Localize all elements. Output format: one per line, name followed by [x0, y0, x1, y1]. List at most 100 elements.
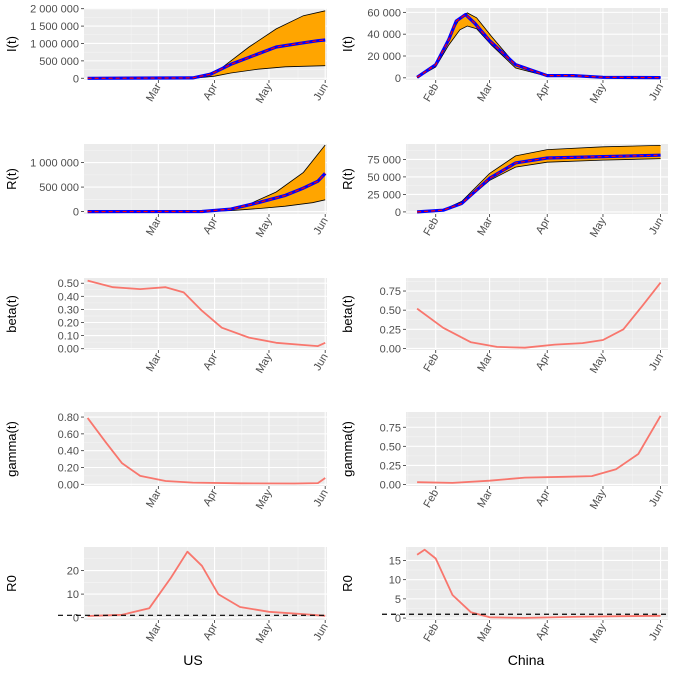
- panel-it-us-x-tick-label: May: [254, 81, 275, 105]
- panel-rt-us-y-axis-label: R(t): [4, 168, 19, 190]
- panel-r0-us-y-tick-label: 0: [73, 613, 79, 625]
- panel-rt-us: 0 500 000 1 000 000 Mar Apr May Jun R(t): [4, 144, 331, 239]
- panel-gammat-china-x-tick-label: Mar: [475, 487, 495, 510]
- panel-betat-us-x-tick-label: Mar: [144, 351, 164, 374]
- panel-it-china-x-tick-label: Mar: [475, 81, 495, 104]
- panel-r0-china-y-tick-label: 10: [389, 575, 401, 587]
- panel-gammat-china-series-line: [417, 415, 662, 484]
- panel-rt-china: 0 25 000 50 000 75 000 Feb Mar Apr May Jun R(t): [340, 144, 668, 239]
- panel-r0-china: 0 5 10 15 Feb Mar Apr May Jun R0: [340, 547, 668, 645]
- panel-r0-china-x-tick-label: Mar: [475, 621, 495, 644]
- panel-gammat-us-series-line: [86, 417, 326, 485]
- panel-gammat-us-y-tick-label: 0.60: [58, 429, 79, 441]
- panel-r0-china-y-axis-label: R0: [340, 575, 355, 592]
- panel-gammat-us-background: [84, 412, 327, 486]
- panel-betat-us-y-tick-label: 0.10: [58, 331, 79, 343]
- panel-it-us-fitted-series: [87, 39, 326, 79]
- panel-gammat-china-x-tick-label: Apr: [534, 487, 553, 508]
- panel-r0-us: 0 10 20 Mar Apr May Jun R0: [4, 547, 331, 645]
- panel-gammat-us: 0.00 0.20 0.40 0.60 0.80 Mar Apr May Jun gamma(t): [4, 412, 331, 511]
- panel-r0-china-x-tick-label: Apr: [534, 621, 553, 642]
- panel-betat-us-y-tick-label: 0.00: [58, 344, 79, 356]
- panel-gammat-us-x-tick-label: Jun: [312, 488, 331, 509]
- panel-it-us-x-tick-label: Mar: [144, 81, 164, 104]
- panel-it-china-x-tick-label: Jun: [647, 82, 666, 103]
- panel-it-china-y-axis-label: I(t): [340, 36, 355, 52]
- panel-betat-us-y-tick-label: 0.50: [58, 278, 79, 290]
- panel-r0-china-x-tick-label: May: [588, 621, 609, 645]
- panel-rt-china-x-tick-label: May: [588, 215, 609, 239]
- panel-rt-us-x-tick-label: Jun: [312, 216, 331, 237]
- panel-betat-china-x-tick-label: Feb: [421, 352, 441, 374]
- panel-betat-us-y-tick-label: 0.40: [58, 291, 79, 303]
- panel-gammat-us-x-tick-label: Apr: [201, 487, 220, 508]
- panel-it-us-x-tick-label: Apr: [201, 81, 220, 102]
- panel-it-china-y-tick-label: 40 000: [367, 29, 401, 41]
- panel-it-china-x-tick-label: Apr: [534, 81, 553, 102]
- panel-betat-china-x-tick-label: Apr: [534, 351, 553, 372]
- panel-gammat-china-y-tick-label: 0.75: [380, 422, 401, 434]
- panel-betat-china-x-tick-label: Jun: [647, 352, 666, 373]
- panel-betat-china-y-axis-label: beta(t): [340, 295, 355, 333]
- panel-gammat-china-y-tick-label: 0.50: [380, 441, 401, 453]
- panel-r0-us-y-tick-label: 20: [67, 566, 79, 578]
- panel-it-us-y-tick-label: 1 500 000: [30, 21, 79, 33]
- panel-it-china-y-tick-label: 0: [395, 73, 401, 85]
- panel-r0-china-y-tick-label: 5: [395, 594, 401, 606]
- panel-r0-us-y-axis-label: R0: [4, 575, 19, 592]
- panel-r0-us-x-tick-label: Jun: [312, 622, 331, 643]
- panel-gammat-china-y-tick-label: 0.00: [380, 479, 401, 491]
- panel-it-us-y-tick-label: 500 000: [39, 56, 79, 68]
- panel-rt-china-y-tick-label: 25 000: [367, 189, 401, 201]
- panel-r0-us-x-tick-label: Apr: [201, 621, 220, 642]
- panel-gammat-us-x-tick-label: Mar: [144, 487, 164, 510]
- panel-r0-us-x-tick-label: Mar: [144, 621, 164, 644]
- panel-it-china-x-tick-label: Feb: [421, 82, 441, 104]
- panel-r0-china-y-tick-label: 15: [389, 555, 401, 567]
- panel-it-china: 0 20 000 40 000 60 000 Feb Mar Apr May Jun I(t): [340, 7, 668, 105]
- panel-betat-china-x-tick-label: Mar: [475, 351, 495, 374]
- panel-r0-china-x-tick-label: Jun: [647, 622, 666, 643]
- panel-betat-us-y-tick-label: 0.30: [58, 304, 79, 316]
- panel-gammat-china: 0.00 0.25 0.50 0.75 Feb Mar Apr May Jun gamma(t): [340, 412, 668, 511]
- panel-r0-us-background: [84, 547, 327, 620]
- panel-r0-us-y-tick-label: 10: [67, 589, 79, 601]
- panel-betat-china-background: [406, 278, 668, 350]
- panel-it-china-fitted-series: [416, 13, 661, 79]
- panel-betat-us-series-line: [87, 279, 326, 348]
- panel-rt-china-x-tick-label: Apr: [534, 215, 553, 236]
- panel-rt-china-x-tick-label: Mar: [475, 215, 495, 238]
- panel-r0-china-background: [406, 547, 668, 620]
- panel-gammat-china-background: [406, 412, 668, 486]
- panel-betat-china-y-tick-label: 0.50: [380, 305, 401, 317]
- panel-r0-us-x-tick-label: May: [254, 621, 275, 645]
- panel-it-us-y-tick-label: 1 000 000: [30, 38, 79, 50]
- panel-betat-china: 0.00 0.25 0.50 0.75 Feb Mar Apr May Jun beta(t): [340, 278, 668, 375]
- panel-rt-china-fitted-series: [417, 154, 661, 213]
- panel-gammat-china-x-tick-label: Feb: [421, 488, 441, 510]
- panel-rt-china-y-tick-label: 0: [395, 207, 401, 219]
- panel-gammat-china-x-tick-label: May: [588, 487, 609, 511]
- panel-betat-china-x-tick-label: May: [588, 351, 609, 375]
- panel-betat-china-series-line: [416, 282, 662, 349]
- panel-betat-china-y-tick-label: 0.25: [380, 324, 401, 336]
- panel-betat-china-y-tick-label: 0.00: [380, 343, 401, 355]
- panel-gammat-us-y-tick-label: 0.80: [58, 412, 79, 424]
- panel-rt-china-x-tick-label: Jun: [647, 216, 666, 237]
- panel-rt-us-x-tick-label: Mar: [144, 215, 164, 238]
- panel-gammat-us-x-tick-label: May: [254, 487, 275, 511]
- panel-it-us-x-tick-label: Jun: [312, 82, 331, 103]
- panel-gammat-china-y-tick-label: 0.25: [380, 460, 401, 472]
- panel-betat-china-y-tick-label: 0.75: [380, 286, 401, 298]
- panel-rt-us-x-tick-label: May: [254, 215, 275, 239]
- panel-r0-china-y-tick-label: 0: [395, 613, 401, 625]
- panel-r0-china-series-line: [416, 548, 661, 619]
- panel-gammat-china-x-tick-label: Jun: [647, 488, 666, 509]
- panel-rt-china-y-tick-label: 75 000: [367, 154, 401, 166]
- panel-rt-china-y-axis-label: R(t): [340, 168, 355, 190]
- panel-gammat-us-y-axis-label: gamma(t): [4, 421, 19, 477]
- panel-betat-us-y-axis-label: beta(t): [4, 295, 19, 333]
- panel-gammat-china-y-axis-label: gamma(t): [340, 421, 355, 477]
- panel-betat-us-y-tick-label: 0.20: [58, 318, 79, 330]
